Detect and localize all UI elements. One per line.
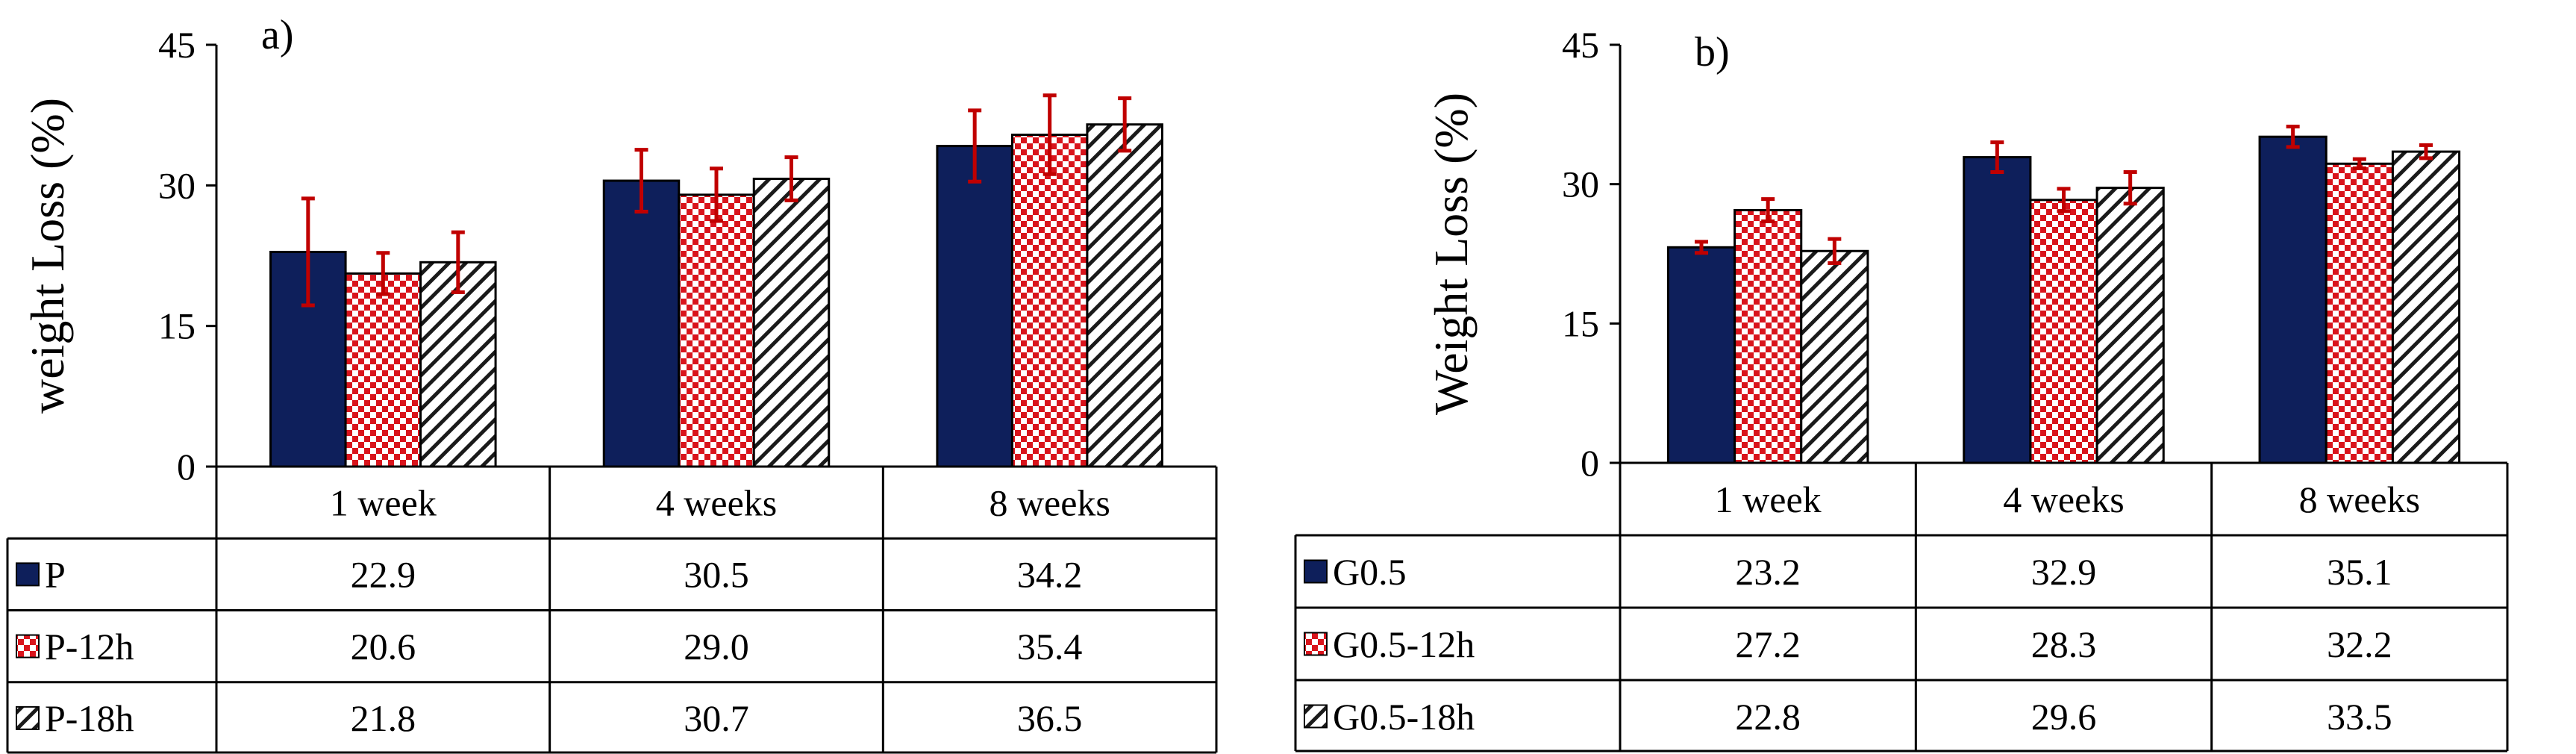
legend-swatch-p: [16, 562, 40, 587]
data-value-label: 29.0: [684, 626, 749, 667]
data-value-label: 30.7: [684, 697, 749, 739]
data-value-label: 22.9: [351, 554, 416, 596]
legend-label: G0.5-18h: [1333, 696, 1475, 738]
bar-g0-5-12h-4-weeks: [2029, 199, 2098, 464]
category-label: 8 weeks: [2299, 479, 2420, 520]
legend-swatch-g0-5: [1304, 559, 1328, 584]
data-value-label: 36.5: [1017, 697, 1083, 739]
legend-label: P: [45, 554, 66, 596]
bar-g0-5-1-week: [1666, 246, 1736, 464]
data-value-label: 35.4: [1017, 626, 1083, 667]
bar-p-18h-4-weeks: [752, 178, 831, 468]
data-value-label: 27.2: [1735, 623, 1801, 665]
chart-a-svg: 0 15 30 45 weight Loss (%) a) 1 week 4 weeks 8 w…: [6, 12, 1218, 754]
data-value-label: 29.6: [2031, 696, 2097, 738]
category-label: 8 weeks: [989, 482, 1110, 523]
legend-label: P-12h: [45, 626, 134, 667]
legend-swatch-g0-5-18h: [1304, 704, 1328, 729]
bar-p-18h-8-weeks: [1086, 123, 1163, 468]
y-axis-label: weight Loss (%): [21, 98, 74, 414]
bar-g0-5-12h-1-week: [1734, 209, 1803, 464]
y-tick-label: 0: [177, 446, 196, 487]
y-tick-label: 45: [1562, 24, 1599, 66]
chart-a: 0 15 30 45 weight Loss (%) a) 1 week 4 weeks 8 w…: [6, 12, 1218, 754]
bar-g0-5-8-weeks: [2258, 135, 2328, 464]
legend-label: G0.5-12h: [1333, 623, 1475, 665]
category-label: 1 week: [1715, 479, 1822, 520]
legend-label: G0.5: [1333, 551, 1407, 593]
bar-g0-5-18h-8-weeks: [2391, 150, 2461, 464]
chart-b: 0 15 30 45 Weight Loss (%) b) 1 week 4 weeks 8 w…: [1288, 0, 2576, 754]
y-tick-label: 45: [158, 24, 196, 66]
y-tick-label: 30: [1562, 163, 1599, 205]
data-value-label: 35.1: [2327, 551, 2392, 593]
bar-p-12h-4-weeks: [678, 193, 755, 468]
bar-g0-5-4-weeks: [1963, 156, 2032, 464]
panel-label: a): [261, 12, 294, 58]
data-value-label: 28.3: [2031, 623, 2097, 665]
bar-g0-5-12h-8-weeks: [2325, 162, 2394, 464]
category-label: 4 weeks: [2003, 479, 2124, 520]
bar-p-12h-1-week: [344, 272, 422, 468]
data-value-label: 21.8: [351, 697, 416, 739]
legend-swatch-p-18h: [16, 705, 40, 730]
data-value-label: 33.5: [2327, 696, 2392, 738]
bar-p-8-weeks: [936, 145, 1013, 468]
y-tick-label: 0: [1581, 442, 1599, 484]
data-value-label: 34.2: [1017, 554, 1083, 596]
data-value-label: 20.6: [351, 626, 416, 667]
data-value-label: 23.2: [1735, 551, 1801, 593]
legend-swatch-g0-5-12h: [1304, 632, 1328, 656]
bar-p-4-weeks: [602, 179, 681, 468]
y-tick-label: 15: [1562, 302, 1599, 344]
y-tick-label: 15: [158, 305, 196, 347]
y-axis-label: Weight Loss (%): [1425, 93, 1478, 415]
bar-p-18h-1-week: [419, 261, 497, 468]
panel-label: b): [1695, 29, 1730, 75]
data-value-label: 32.2: [2327, 623, 2392, 665]
data-value-label: 32.9: [2031, 551, 2097, 593]
category-label: 1 week: [330, 482, 437, 523]
bar-p-12h-8-weeks: [1010, 134, 1089, 468]
data-value-label: 22.8: [1735, 696, 1801, 738]
category-label: 4 weeks: [656, 482, 777, 523]
y-tick-label: 30: [158, 164, 196, 206]
chart-b-svg: 0 15 30 45 Weight Loss (%) b) 1 week 4 weeks 8 w…: [1294, 24, 2509, 753]
bar-g0-5-18h-4-weeks: [2095, 187, 2165, 464]
legend-label: P-18h: [45, 697, 134, 739]
data-value-label: 30.5: [684, 554, 749, 596]
legend-swatch-p-12h: [16, 634, 40, 658]
bar-g0-5-18h-1-week: [1800, 249, 1869, 464]
